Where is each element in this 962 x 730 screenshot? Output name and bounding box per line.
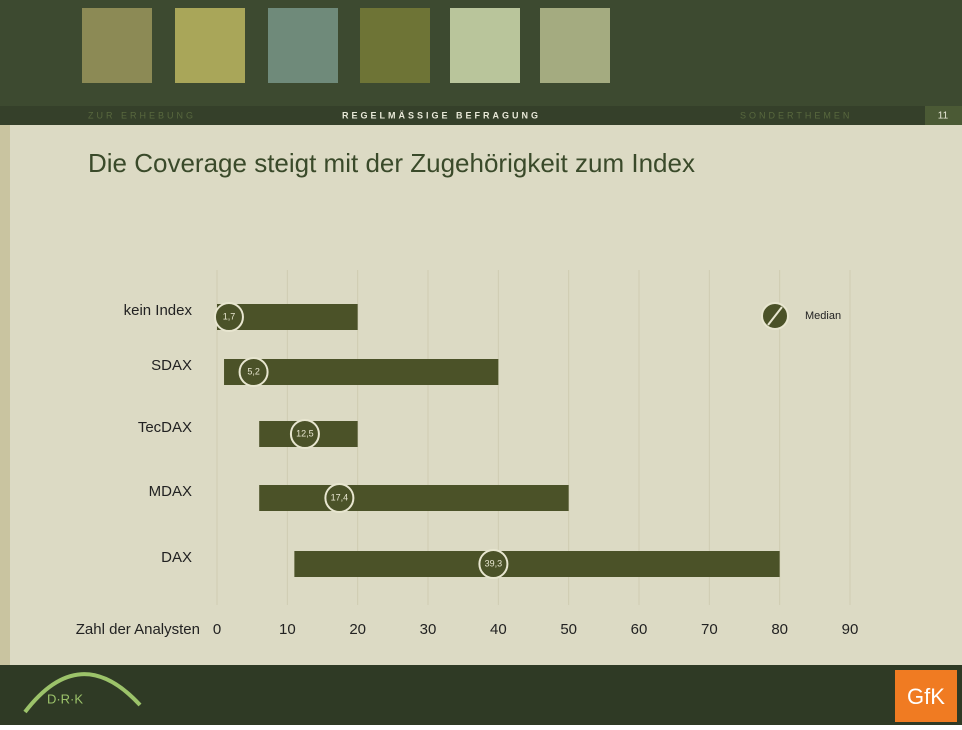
page-number: 11 [938,111,949,122]
category-label: DAX [161,549,192,566]
x-tick-label: 70 [701,621,718,638]
header-image [82,8,152,83]
logo: GfK [907,684,945,709]
median-label: 39,3 [485,558,503,568]
x-tick-label: 80 [771,621,788,638]
header-image [268,8,338,83]
category-label: SDAX [151,357,192,374]
footer-band [0,665,962,725]
x-tick-label: 30 [420,621,437,638]
header-image [450,8,520,83]
category-label: MDAX [149,483,192,500]
x-tick-label: 60 [631,621,648,638]
nav-tab[interactable]: SONDERTHEMEN [740,110,852,120]
header-image [540,8,610,83]
range-bar [294,551,779,577]
footer-badge: D·R·K [47,691,83,706]
x-tick-label: 90 [842,621,859,638]
legend-label: Median [805,310,841,322]
header-image [360,8,430,83]
x-tick-label: 40 [490,621,507,638]
median-label: 5,2 [247,366,260,376]
median-label: 17,4 [331,492,349,502]
x-tick-label: 10 [279,621,296,638]
median-label: 12,5 [296,428,314,438]
category-label: kein Index [124,302,193,319]
nav-tab[interactable]: REGELMÄSSIGE BEFRAGUNG [342,110,541,120]
x-tick-label: 20 [349,621,366,638]
side-strip [0,125,10,665]
slide-title: Die Coverage steigt mit der Zugehörigkei… [88,148,695,178]
x-tick-label: 50 [560,621,577,638]
range-bar [259,485,568,511]
header-image [175,8,245,83]
category-label: TecDAX [138,419,192,436]
nav-tab[interactable]: ZUR ERHEBUNG [88,110,196,120]
x-axis-label: Zahl der Analysten [76,621,200,638]
median-label: 1,7 [223,311,236,321]
x-tick-label: 0 [213,621,221,638]
slide: ZUR ERHEBUNG REGELMÄSSIGE BEFRAGUNG SOND… [0,0,962,725]
